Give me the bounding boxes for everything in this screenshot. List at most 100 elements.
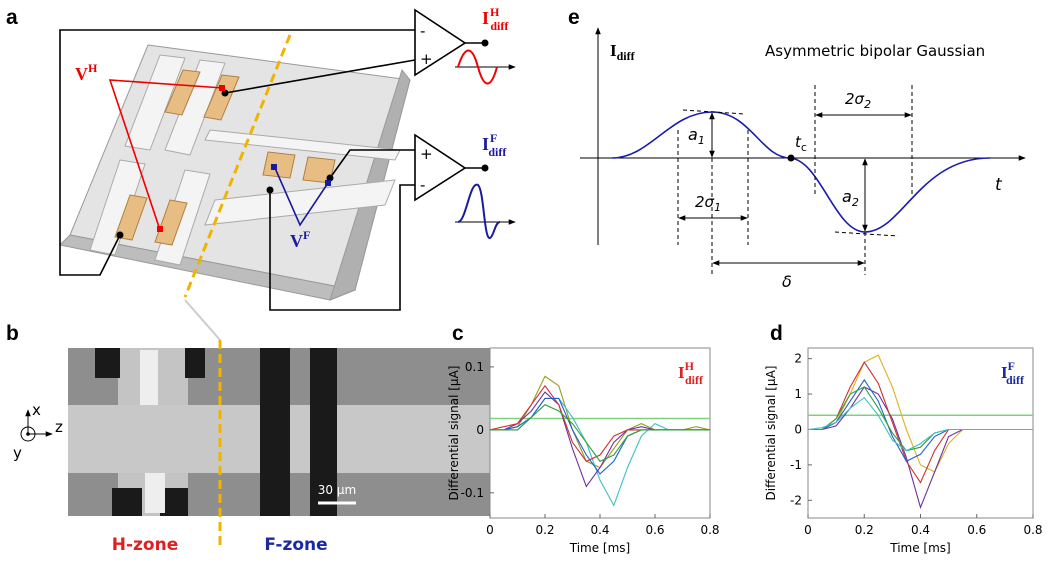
electrodes (203, 74, 240, 121)
chart: d 0 0.2 0.4 0.6 0.8 -2 -1 0 1 2 Time [ms] Differenti… (764, 322, 1043, 555)
if-label: I (482, 134, 489, 154)
guides (682, 109, 746, 115)
plot-frame (807, 347, 1034, 519)
amp-output (481, 39, 489, 47)
panel-a: a VH VF - + + - (6, 5, 516, 341)
channel-walls (164, 59, 226, 156)
electrode-dark (95, 348, 120, 378)
ih-label: diff (490, 19, 509, 33)
x-tick-label: 0.8 (1023, 523, 1042, 537)
electrode-dark (112, 488, 142, 516)
if-label: F (490, 131, 497, 145)
sigma2-label: 2 (864, 98, 871, 111)
electrodes (164, 69, 201, 116)
x-tick-label: 0 (486, 523, 494, 537)
wires (326, 174, 334, 182)
tc-label: c (801, 141, 807, 154)
electrodes (114, 69, 336, 246)
amp-input: + (420, 145, 433, 163)
h-zone: H-zone (112, 535, 179, 555)
x-tick-label: 0.6 (645, 523, 664, 537)
x-axis-label: t (995, 175, 1003, 195)
vh-label: V (75, 64, 88, 84)
guides (787, 154, 795, 162)
vh-label: H (88, 61, 98, 75)
electrodes (262, 151, 296, 179)
y-axis-label: diff (617, 49, 636, 63)
channel-walls (89, 54, 401, 266)
y-axis-label: Idiff (610, 41, 636, 63)
channel-walls (89, 159, 146, 256)
y-tick-label: -2 (790, 493, 802, 507)
electrode-light (140, 350, 158, 405)
panel-label: d (770, 322, 783, 345)
guides (834, 231, 899, 237)
annotation-base: I (678, 363, 685, 382)
wires (224, 59, 416, 94)
wires (329, 149, 415, 179)
electrode-dark (95, 348, 337, 516)
x-tick-label: 0.6 (967, 523, 986, 537)
electrode-dark (310, 348, 337, 516)
scale-label: 30 µm (318, 483, 356, 497)
amp-input: + (420, 50, 433, 68)
y-axis-label: I (610, 41, 617, 60)
vf-probe (325, 180, 331, 186)
f-zone: F-zone (264, 535, 327, 555)
electrode-dark (260, 348, 290, 516)
gaussian-curve (611, 111, 991, 233)
if-label: IF diff (482, 131, 507, 159)
channel-walls (124, 54, 186, 151)
y-tick-label: 0 (476, 423, 484, 437)
trace (490, 404, 710, 462)
panel-label: e (568, 6, 580, 29)
amp-output (481, 164, 489, 172)
amplifier (414, 133, 467, 202)
wires (221, 89, 229, 97)
axis-x: x (32, 401, 41, 419)
plot-frame (489, 347, 711, 519)
wave-blue (457, 183, 501, 240)
a2-label: 2 (852, 196, 859, 209)
ih-label: H (490, 5, 500, 19)
y-axis-label: Differential signal [μA] (447, 366, 461, 501)
panel-e: e Idiff Asymmetric bipolar Gaussian t a1… (568, 6, 1026, 291)
chart: c 0 0.2 0.4 0.6 0.8 -0.1 0 0.1 Time [ms] Different… (447, 322, 720, 555)
electrodes (114, 194, 148, 241)
panel-label: a (6, 6, 18, 29)
y-tick-label: 0.1 (465, 360, 484, 374)
annotation-sup: H (685, 359, 695, 373)
tc-label: t (795, 133, 802, 151)
panel-label: b (6, 322, 19, 345)
channel-walls (204, 179, 396, 226)
vf-probe (271, 164, 277, 170)
a2-label: a2 (842, 187, 859, 209)
y-tick-label: -0.1 (461, 486, 484, 500)
annotation-base: I (1001, 363, 1008, 382)
trace (807, 396, 1033, 452)
panel-b: b 30 µm x z y H-zone F-zone (6, 322, 518, 555)
tc-label: tc (795, 133, 807, 154)
vf-label: VF (290, 228, 310, 251)
vh-label: VH (75, 61, 98, 84)
x-axis-label: Time [ms] (889, 541, 951, 555)
ih-label: IH diff (482, 5, 509, 33)
sigma2-label: 2σ2 (845, 90, 871, 111)
annotation: IH diff (678, 359, 704, 387)
guides (677, 85, 913, 275)
charts: c 0 0.2 0.4 0.6 0.8 -0.1 0 0.1 Time [ms] Different… (447, 322, 1043, 555)
a1-label: a1 (688, 125, 705, 147)
panel-title: Asymmetric bipolar Gaussian (765, 42, 985, 60)
y-tick-label: 2 (794, 352, 802, 366)
x-tick-label: 0.8 (700, 523, 719, 537)
panel-label: c (452, 322, 464, 345)
annotation-sup: F (1008, 359, 1015, 373)
sigma1-label: 1 (714, 201, 721, 214)
vh-probe (219, 85, 225, 91)
a1-label: a (688, 125, 698, 144)
sigma1-label: 2σ (695, 193, 715, 211)
y-tick-label: 1 (794, 387, 802, 401)
wave-red (457, 49, 498, 85)
x-tick-label: 0.4 (590, 523, 609, 537)
